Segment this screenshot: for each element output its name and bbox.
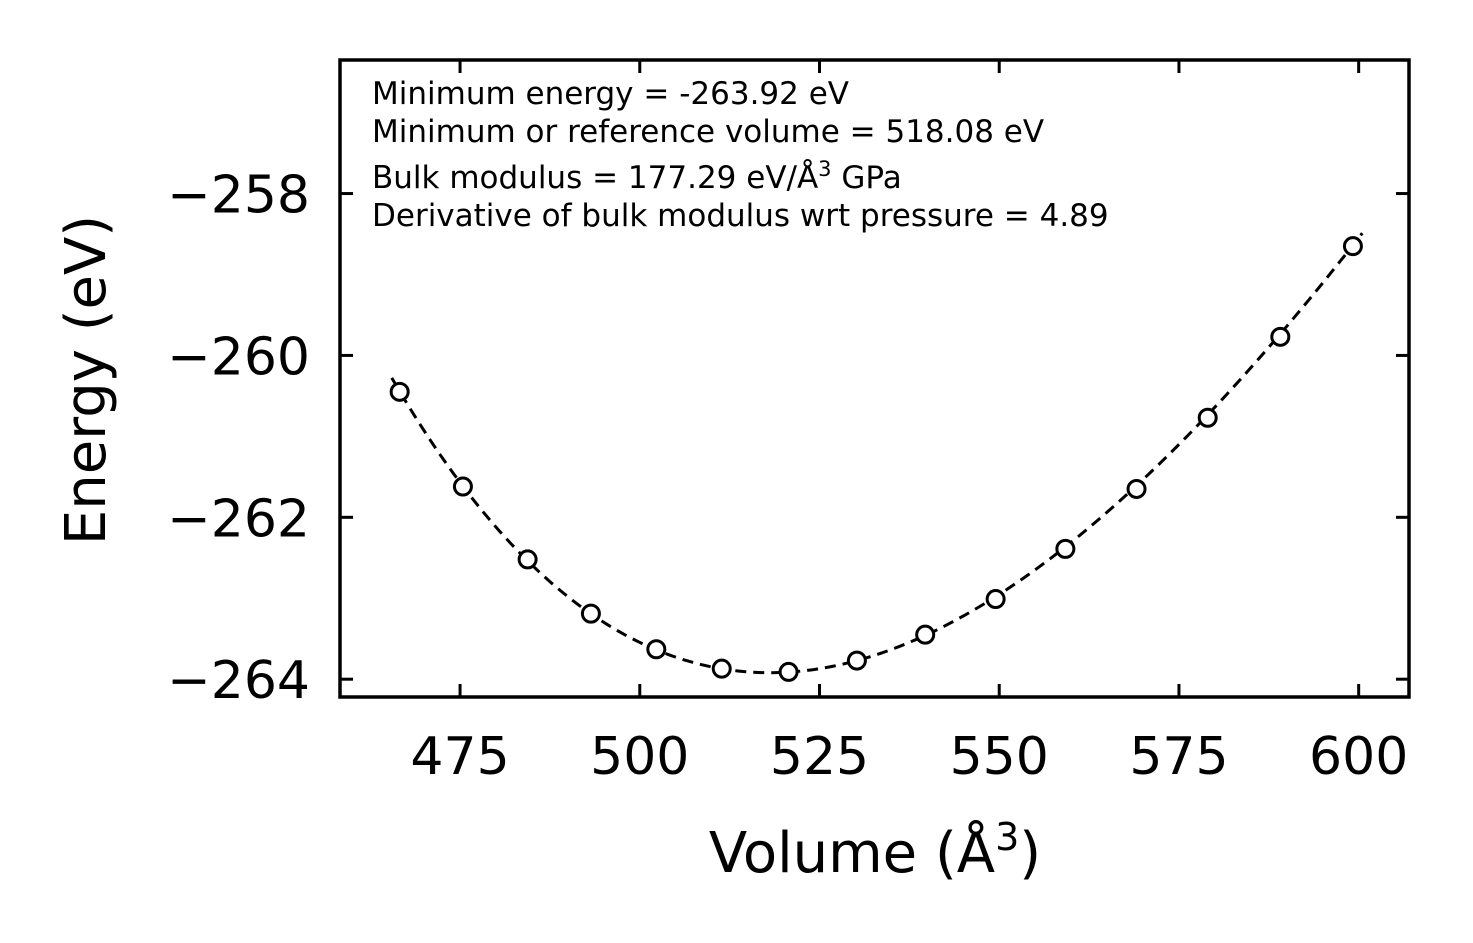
data-point	[846, 650, 867, 671]
data-point	[915, 624, 936, 645]
data-point	[517, 549, 538, 570]
x-tick-label: 575	[1129, 727, 1228, 787]
data-points	[389, 236, 1363, 682]
y-tick-label: −262	[167, 489, 310, 549]
y-tick-label: −258	[167, 166, 310, 226]
annotation-bulk-modulus: Bulk modulus = 177.29 eV/Å3 GPa	[372, 157, 902, 196]
x-axis-title-text: Volume (Å	[709, 820, 995, 886]
plot-frame	[338, 58, 1411, 699]
data-point	[1055, 538, 1076, 559]
annotation-bulk-derivative: Derivative of bulk modulus wrt pressure …	[372, 198, 1109, 234]
y-tick-label: −260	[167, 327, 310, 387]
annotation-block: Minimum energy = -263.92 eV Minimum or r…	[372, 76, 1109, 234]
annotation-min-energy: Minimum energy = -263.92 eV	[372, 76, 849, 112]
x-axis-title-sup: 3	[995, 815, 1019, 859]
x-axis-title: Volume (Å3)	[709, 815, 1041, 886]
data-point	[711, 658, 732, 679]
y-axis-title: Energy (eV)	[54, 215, 119, 545]
data-point	[646, 639, 667, 660]
data-point	[985, 589, 1006, 610]
x-tick-label: 600	[1309, 727, 1408, 787]
data-point	[778, 661, 799, 682]
x-tick-label: 525	[770, 727, 869, 787]
annotation-bulk-modulus-unit: GPa	[832, 160, 902, 196]
data-point	[1197, 407, 1218, 428]
data-point	[1270, 326, 1291, 347]
x-tick-label: 550	[950, 727, 1049, 787]
data-point	[389, 381, 410, 402]
data-point	[452, 476, 473, 497]
data-point	[580, 603, 601, 624]
x-tick-label: 475	[410, 727, 509, 787]
x-axis-title-close: )	[1019, 821, 1041, 886]
annotation-bulk-modulus-text: Bulk modulus = 177.29 eV/Å	[372, 160, 818, 196]
annotation-min-volume: Minimum or reference volume = 518.08 eV	[372, 114, 1044, 150]
axis-ticks	[340, 60, 1409, 697]
x-tick-label: 500	[590, 727, 689, 787]
y-tick-label: −264	[167, 651, 310, 711]
data-point	[1126, 478, 1147, 499]
tick-labels: 475 500 525 550 575 600 −258 −260 −262 −264	[167, 166, 1408, 787]
data-point	[1342, 236, 1363, 257]
annotation-bulk-modulus-sup: 3	[818, 157, 831, 181]
